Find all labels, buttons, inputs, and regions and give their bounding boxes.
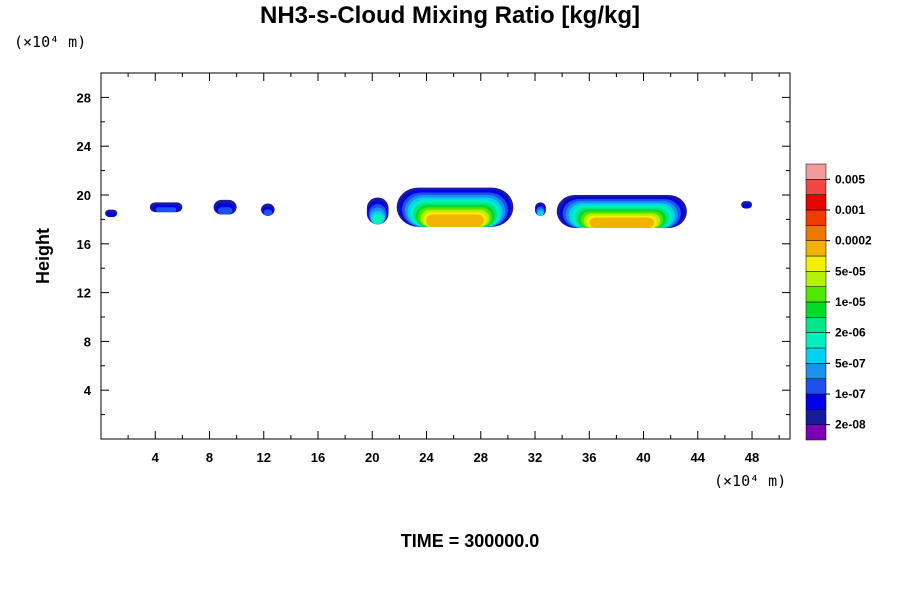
colorbar-swatch [805,255,827,272]
colorbar-swatch [805,393,827,410]
y-tick-label: 28 [77,90,91,105]
colorbar-swatch [805,179,827,195]
x-tick-label: 20 [365,450,379,465]
colorbar-swatch [805,378,827,395]
cloud-contour [589,217,655,228]
colorbar-label: 0.005 [835,172,865,186]
cloud-contour [106,212,116,217]
cloud-contour [217,207,233,215]
colorbar-swatch [805,209,827,226]
x-tick-label: 16 [311,450,325,465]
colorbar-swatch [805,225,827,241]
x-tick-label: 40 [636,450,650,465]
time-label: TIME = 300000.0 [400,531,540,551]
x-tick-label: 32 [528,450,542,465]
x-tick-label: 44 [691,450,706,465]
x-tick-label: 8 [206,450,213,465]
colorbar-swatch [805,194,827,211]
colorbar-label: 1e-07 [835,387,866,401]
colorbar-swatch [805,347,827,364]
colorbar-label: 2e-06 [835,326,866,340]
cloud-contour [155,207,177,213]
cloud-contour [371,214,384,225]
colorbar-swatch [805,240,827,257]
y-tick-label: 20 [77,188,91,203]
x-tick-label: 24 [419,450,434,465]
x-tick-label: 12 [257,450,271,465]
colorbar-label: 1e-05 [835,295,866,309]
colorbar-swatch [805,363,827,379]
y-tick-label: 4 [84,383,92,398]
y-tick-label: 16 [77,237,91,252]
colorbar-swatch [805,424,827,441]
chart-title: NH3-s-Cloud Mixing Ratio [kg/kg] [260,2,640,29]
colorbar-label: 2e-08 [835,418,866,432]
colorbar-label: 5e-07 [835,356,866,370]
y-tick-label: 8 [84,334,91,349]
cloud-contour [426,214,484,227]
plot-area [101,73,790,439]
colorbar-label: 5e-05 [835,264,866,278]
colorbar: 2e-08 1e-07 5e-07 2e-06 1e-05 5e-05 0.0002 0.00… [805,163,872,441]
cloud-contour [537,210,544,216]
colorbar-swatch [805,332,827,349]
colorbar-swatch [805,286,827,303]
cloud-field [105,187,753,228]
colorbar-swatch [805,271,827,287]
x-axis-unit: (×10⁴ m) [714,472,787,490]
plot-frame [100,72,791,440]
colorbar-swatch [805,301,827,318]
x-tick-label: 4 [152,450,160,465]
colorbar-swatch [805,317,827,333]
y-axis-unit: (×10⁴ m) [14,33,87,51]
y-tick-label: 12 [77,286,91,301]
y-tick-label: 24 [77,139,92,154]
colorbar-swatch [805,409,827,425]
x-tick-label: 36 [582,450,596,465]
cloud-contour [742,203,751,209]
cloud-contour [263,209,273,216]
y-axis-title: Height [33,228,53,284]
colorbar-label: 0.001 [835,203,865,217]
x-tick-label: 48 [745,450,759,465]
colorbar-swatch [805,163,827,180]
x-tick-label: 28 [474,450,488,465]
colorbar-label: 0.0002 [835,234,872,248]
